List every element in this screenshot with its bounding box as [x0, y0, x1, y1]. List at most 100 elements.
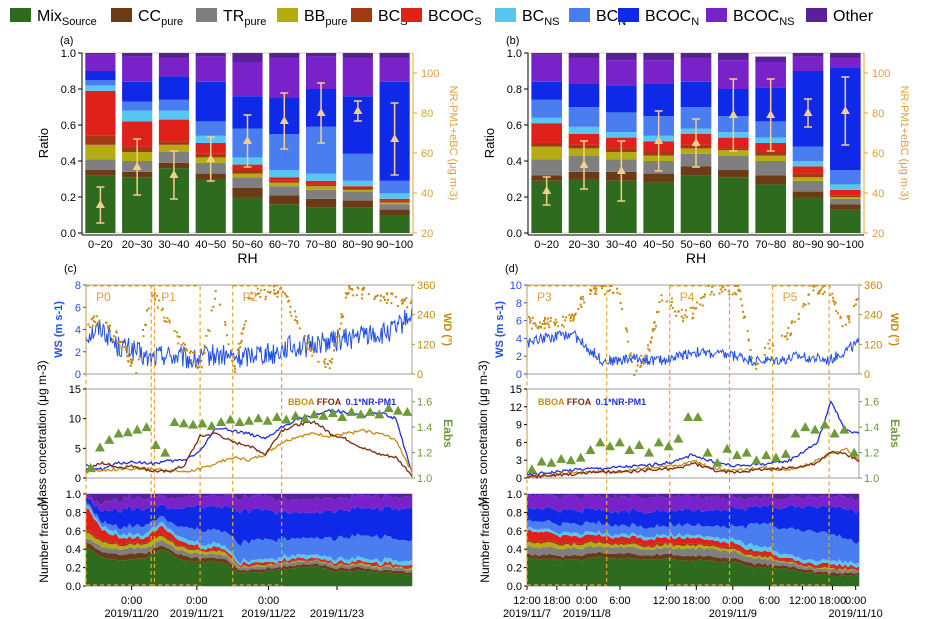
eabs-marker [546, 457, 557, 467]
wind-direction-point [739, 298, 742, 301]
y-tick-label: 1.0 [507, 48, 522, 60]
wind-direction-point [196, 367, 199, 370]
wind-speed-line [526, 329, 860, 367]
bar-segment-CCpure [755, 175, 786, 185]
wind-direction-point [200, 359, 203, 362]
date-tick-time: 18:00 [543, 595, 571, 607]
wind-direction-point [756, 362, 759, 365]
bar-segment-CCpure [232, 188, 263, 197]
wind-direction-point [94, 321, 97, 324]
eabs-marker [188, 419, 199, 429]
fraction-tick-label: 0.8 [507, 507, 522, 519]
bar-segment-Other [269, 53, 300, 59]
date-tick-date: 2019/11/10 [829, 608, 883, 619]
wind-direction-point [607, 290, 610, 293]
wind-direction-point [562, 315, 565, 318]
wind-direction-point [589, 288, 592, 291]
wind-direction-point [734, 285, 737, 287]
y-tick-label: 0.0 [61, 228, 76, 240]
eabs-marker [290, 410, 301, 420]
wind-direction-point [569, 317, 572, 320]
wind-direction-point [165, 320, 168, 323]
wind-direction-point [612, 291, 615, 294]
wind-direction-point [841, 325, 844, 328]
bar-segment-BCN [379, 180, 410, 194]
wind-direction-point [532, 322, 535, 325]
eabs-marker [262, 415, 273, 425]
x-tick-label: 60~70 [269, 239, 300, 251]
wind-direction-point [601, 287, 604, 290]
wind-direction-point [145, 323, 148, 326]
fraction-area-BCOC [86, 494, 412, 515]
legend-swatch [806, 8, 827, 22]
wind-direction-point [546, 317, 549, 320]
wind-direction-point [132, 358, 135, 361]
wind-direction-point [658, 301, 661, 304]
wind-direction-point [580, 305, 583, 308]
y2-tick-label: 40 [872, 188, 884, 200]
eabs-marker [800, 422, 811, 432]
wind-direction-point [111, 338, 114, 341]
y2-tick-label: 40 [421, 188, 433, 200]
wind-direction-point [166, 317, 169, 320]
wind-direction-point [203, 346, 206, 349]
mass-series-label: 0.1*NR-PM1 [346, 397, 397, 407]
wind-direction-point [247, 297, 250, 300]
wind-direction-point [259, 289, 262, 292]
wind-direction-point [183, 343, 186, 346]
wind-direction-point [839, 317, 842, 320]
x-tick-label: 80~90 [793, 239, 824, 251]
wind-direction-point [768, 347, 771, 350]
wind-direction-point [749, 348, 752, 351]
bar-segment-Other [85, 53, 116, 55]
wind-direction-point [764, 346, 767, 349]
eabs-marker [683, 411, 694, 421]
wind-direction-point [848, 315, 851, 318]
bar-segment-CCpure [305, 198, 337, 208]
fraction-tick-label: 0.2 [66, 563, 81, 575]
legend-swatch [495, 8, 516, 22]
eabs-marker [839, 424, 850, 434]
y-tick-label: 0.4 [61, 156, 76, 168]
wind-direction-point [680, 308, 683, 311]
eabs-marker [318, 410, 329, 420]
wind-direction-point [276, 295, 279, 298]
wind-direction-point [115, 331, 118, 334]
bar-segment-BCOCN [568, 83, 600, 107]
mean-marker [616, 166, 626, 174]
ws-tick-label: 2 [75, 347, 81, 359]
bar-segment-Other [232, 53, 263, 62]
wind-direction-point [789, 334, 792, 337]
wind-direction-point [616, 291, 619, 294]
eabs-marker [160, 447, 171, 457]
wind-direction-point [541, 323, 544, 326]
wind-direction-point [361, 288, 364, 291]
eabs-marker [614, 437, 625, 447]
mean-marker [206, 154, 216, 162]
wind-direction-point [296, 320, 299, 323]
eabs-marker [225, 414, 236, 424]
wind-direction-point [594, 290, 597, 293]
bar-segment-Other [718, 53, 749, 61]
wind-direction-point [746, 330, 749, 333]
wind-direction-point [731, 293, 734, 296]
bar-segment-BCOCS [269, 177, 300, 181]
ws-axis-label: WS (m s-1) [53, 301, 65, 358]
bar-segment-Other [305, 53, 337, 57]
eabs-marker [402, 406, 413, 416]
wind-direction-point [323, 362, 326, 365]
wind-direction-point [579, 296, 582, 299]
bar-segment-BCOCN [195, 81, 226, 122]
eabs-marker [309, 409, 320, 419]
mean-marker [803, 108, 813, 116]
wind-direction-point [651, 336, 654, 339]
wind-direction-point [553, 321, 556, 324]
bar-segment-BCOCS [305, 180, 337, 185]
eabs-marker [141, 422, 152, 432]
bar-segment-Other [568, 53, 600, 59]
panel-a: 0~20 20~30 30~40 40~50 50~60 60~70 70~80 80~90 9… [36, 35, 459, 266]
wind-direction-point [224, 323, 227, 326]
ffoa-line [526, 450, 860, 479]
bar-segment-BCN [680, 107, 712, 129]
fraction-axis-label: Number fraction [37, 497, 51, 582]
